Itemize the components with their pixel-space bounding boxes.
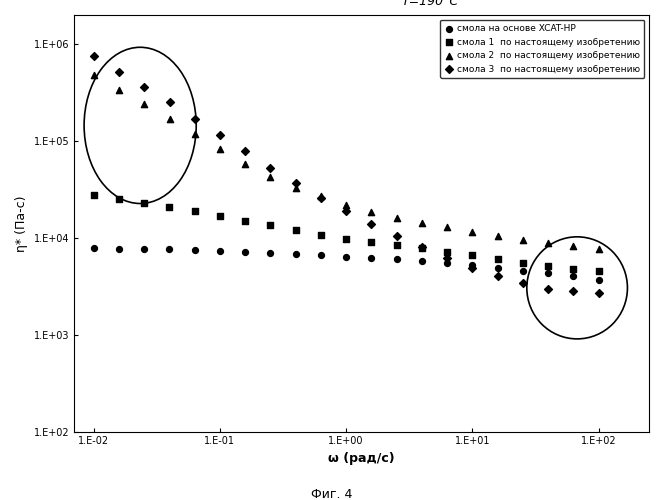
смола 3  по настоящему изобретению [442, 254, 453, 262]
смола на основе XCAT-HP [315, 252, 326, 260]
смола 2  по настоящему изобретению [442, 224, 453, 232]
смола на основе XCAT-HP [114, 245, 124, 253]
смола 3  по настоящему изобретению [214, 131, 225, 139]
смола на основе XCAT-HP [366, 254, 376, 262]
смола 3  по настоящему изобретению [391, 232, 402, 240]
смола на основе XCAT-HP [164, 246, 175, 254]
смола 2  по настоящему изобретению [467, 228, 478, 236]
смола 1  по настоящему изобретению [467, 252, 478, 260]
смола 3  по настоящему изобретению [290, 179, 301, 187]
смола 2  по настоящему изобретению [240, 160, 250, 168]
смола 1  по настоящему изобретению [88, 190, 99, 198]
смола 3  по настоящему изобретению [114, 68, 125, 76]
смола 3  по настоящему изобретению [467, 264, 478, 272]
смола на основе XCAT-HP [139, 246, 149, 254]
Text: T=190°C: T=190°C [402, 0, 459, 8]
смола на основе XCAT-HP [189, 246, 200, 254]
смола на основе XCAT-HP [265, 249, 276, 257]
смола 2  по настоящему изобретению [341, 200, 351, 208]
смола 2  по настоящему изобретению [290, 184, 301, 192]
смола на основе XCAT-HP [341, 252, 351, 260]
смола 1  по настоящему изобретению [493, 256, 503, 264]
смола 3  по настоящему изобретению [366, 220, 376, 228]
смола на основе XCAT-HP [518, 266, 529, 274]
смола на основе XCAT-HP [543, 270, 554, 278]
смола 2  по настоящему изобретению [315, 192, 326, 200]
смола 2  по настоящему изобретению [543, 239, 554, 247]
смола на основе XCAT-HP [416, 257, 427, 265]
смола 2  по настоящему изобретению [594, 246, 604, 254]
смола 2  по настоящему изобретению [139, 100, 149, 108]
смола 1  по настоящему изобретению [568, 264, 579, 272]
смола 2  по настоящему изобретению [568, 242, 579, 250]
смола 1  по настоящему изобретению [290, 226, 301, 234]
Legend: смола на основе XCAT-HP, смола 1  по настоящему изобретению, смола 2  по настоящ: смола на основе XCAT-HP, смола 1 по наст… [440, 20, 645, 78]
смола 3  по настоящему изобретению [568, 288, 579, 296]
смола 2  по настоящему изобретению [366, 208, 376, 216]
смола 1  по настоящему изобретению [594, 268, 604, 276]
смола на основе XCAT-HP [290, 250, 301, 258]
смола 2  по настоящему изобретению [518, 236, 529, 244]
смола 1  по настоящему изобретению [164, 202, 175, 210]
смола 3  по настоящему изобретению [416, 244, 427, 252]
смола на основе XCAT-HP [214, 246, 225, 254]
смола 3  по настоящему изобретению [139, 83, 149, 91]
смола 3  по настоящему изобретению [164, 98, 175, 106]
смола на основе XCAT-HP [568, 272, 579, 280]
смола 3  по настоящему изобретению [315, 194, 326, 202]
смола 2  по настоящему изобретению [391, 214, 402, 222]
смола 1  по настоящему изобретению [416, 244, 427, 252]
смола 1  по настоящему изобретению [189, 207, 200, 215]
смола 1  по настоящему изобретению [139, 199, 149, 207]
смола 1  по настоящему изобретению [265, 221, 276, 229]
Text: Фиг. 4: Фиг. 4 [311, 488, 353, 500]
смола 2  по настоящему изобретению [114, 86, 125, 94]
смола 1  по настоящему изобретению [114, 196, 124, 203]
смола на основе XCAT-HP [442, 259, 453, 267]
смола 3  по настоящему изобретению [594, 289, 604, 297]
смола на основе XCAT-HP [467, 262, 478, 270]
смола на основе XCAT-HP [240, 248, 250, 256]
смола 2  по настоящему изобретению [88, 71, 99, 79]
смола 2  по настоящему изобретению [493, 232, 503, 240]
смола 3  по настоящему изобретению [493, 272, 503, 280]
X-axis label: ω (рад/с): ω (рад/с) [328, 452, 395, 465]
смола 3  по настоящему изобретению [189, 114, 200, 122]
смола на основе XCAT-HP [88, 244, 99, 252]
смола 1  по настоящему изобретению [518, 259, 529, 267]
смола 3  по настоящему изобретению [543, 284, 554, 292]
смола на основе XCAT-HP [391, 256, 402, 264]
смола 2  по настоящему изобретению [416, 219, 427, 227]
смола 2  по настоящему изобретению [265, 172, 276, 180]
смола 1  по настоящему изобретению [240, 217, 250, 225]
смола 1  по настоящему изобретению [543, 262, 554, 270]
Y-axis label: η* (Па-с): η* (Па-с) [15, 195, 28, 252]
смола 3  по настоящему изобретению [518, 279, 529, 287]
смола 1  по настоящему изобретению [214, 212, 225, 220]
смола 2  по настоящему изобретению [164, 114, 175, 122]
смола 2  по настоящему изобретению [189, 130, 200, 138]
смола 3  по настоящему изобретению [240, 148, 250, 156]
смола на основе XCAT-HP [493, 264, 503, 272]
смола 2  по настоящему изобретению [214, 146, 225, 154]
смола на основе XCAT-HP [594, 276, 604, 283]
смола 1  по настоящему изобретению [366, 238, 376, 246]
смола 1  по настоящему изобретению [341, 234, 351, 242]
смола 1  по настоящему изобретению [391, 241, 402, 249]
смола 3  по настоящему изобретению [88, 52, 99, 60]
смола 1  по настоящему изобретению [442, 248, 453, 256]
смола 1  по настоящему изобретению [315, 230, 326, 238]
смола 3  по настоящему изобретению [341, 207, 351, 215]
смола 3  по настоящему изобретению [265, 164, 276, 172]
